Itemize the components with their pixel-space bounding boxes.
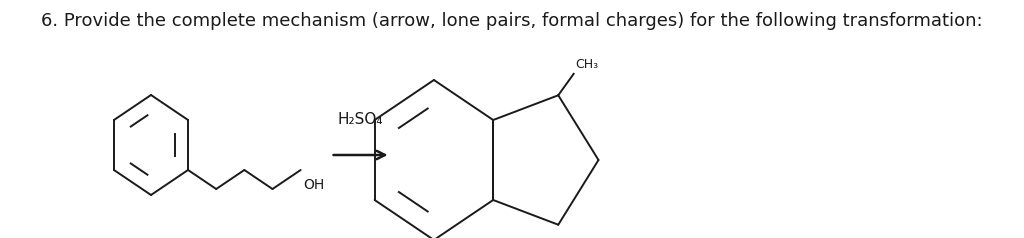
Text: CH₃: CH₃ — [575, 58, 598, 71]
Text: 6. Provide the complete mechanism (arrow, lone pairs, formal charges) for the fo: 6. Provide the complete mechanism (arrow… — [41, 12, 983, 30]
Text: OH: OH — [303, 178, 325, 192]
Text: H₂SO₄: H₂SO₄ — [338, 112, 383, 127]
